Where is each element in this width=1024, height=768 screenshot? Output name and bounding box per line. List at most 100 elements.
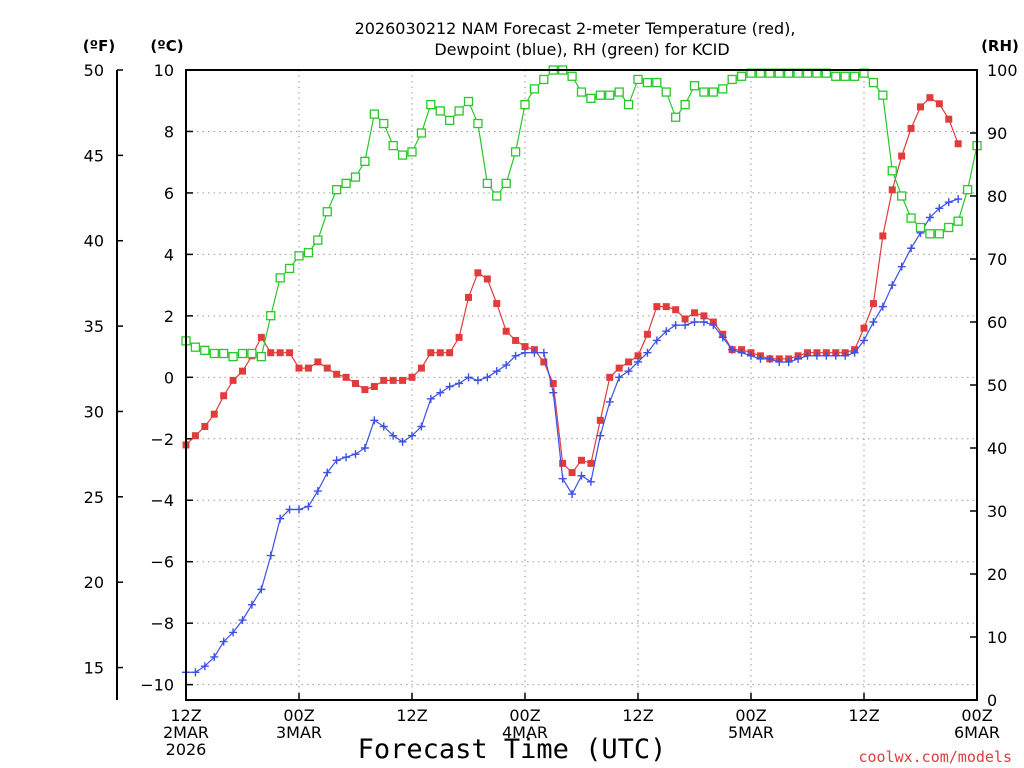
temperature-point [935,100,943,108]
dewpoint-point [257,585,266,594]
dewpoint-point [332,456,341,465]
temperature-point [427,349,435,357]
dewpoint-point [869,318,878,326]
dewpoint-point [436,388,445,397]
fahrenheit-tick-label: 20 [84,573,104,592]
rh-point [887,166,897,176]
rh-point [256,351,266,362]
rh-point [332,185,342,195]
rh-tick-label: 60 [987,313,1007,332]
temperature-point [691,309,698,317]
rh-point [689,81,700,91]
rh-point [303,248,314,258]
rh-point [520,100,530,110]
rh-point [219,348,229,359]
fahrenheit-tick-label: 50 [84,61,104,80]
rh-point [388,140,398,151]
rh-point [897,191,907,201]
rh-point [397,150,408,160]
rh-point [953,216,963,226]
time-tick-label: 00Z [961,706,992,725]
dewpoint-point [502,361,511,370]
celsius-tick-label: 6 [164,184,174,203]
temperature-point [361,386,369,394]
temperature-point [333,370,341,378]
temperature-point [191,432,199,440]
dewpoint-point [521,348,529,357]
temperature-point [540,358,548,366]
rh-point [567,71,577,81]
dewpoint-point [907,244,916,253]
dewpoint-point [191,668,200,677]
dewpoint-point [210,652,219,661]
rh-point [473,118,483,129]
rh-point [463,96,474,107]
temperature-point [512,336,520,344]
dewpoint-point [605,397,614,406]
temperature-point [493,300,501,308]
temperature-point [860,324,868,332]
dewpoint-point [473,376,482,385]
dewpoint-point [784,357,793,366]
temperature-point [286,349,294,357]
temperature-point [483,275,491,283]
rh-point [369,109,379,119]
rh-point [266,311,276,321]
celsius-tick-label: −6 [150,553,174,572]
rh-point [661,87,671,97]
rh-point [275,273,285,283]
dewpoint-point [765,354,774,363]
dewpoint-point [954,195,963,204]
temperature-point [229,376,237,384]
dewpoint-point [690,318,699,326]
rh-point [407,147,417,157]
rh-point [539,74,549,85]
dewpoint-point [313,487,322,496]
dewpoint-point [351,450,360,459]
rh-point [605,90,615,100]
temperature-point [888,186,896,194]
temperature-point [568,469,576,477]
rh-tick-label: 90 [987,124,1007,143]
rh-tick-label: 100 [987,61,1018,80]
rh-point [576,87,587,97]
time-tick-label: 12Z [622,706,653,725]
rh-point [492,191,502,201]
temperature-point [474,269,482,277]
rh-point [680,100,690,110]
celsius-tick-label: −8 [150,614,174,633]
rh-tick-label: 40 [987,439,1007,458]
rh-point [313,235,323,245]
temperature-point [239,367,246,375]
dewpoint-point [944,198,953,207]
rh-tick-label: 80 [987,187,1007,206]
rh-point [454,106,464,116]
rh-point [322,207,332,217]
rh-point [200,345,210,356]
rh-point [652,77,662,88]
temperature-point [465,293,472,301]
chart-title-line-2: Dewpoint (blue), RH (green) for KCID [434,40,729,59]
dewpoint-point [699,318,708,326]
temperature-point [879,232,887,240]
rh-point [435,106,445,116]
dewpoint-point [615,373,624,382]
temperature-point [700,312,708,320]
series-line [185,69,978,358]
dewpoint-point [558,474,567,483]
temperature-point [417,364,425,372]
rh-point [623,100,634,110]
series-layer [181,65,982,677]
time-tick-label: 00Z [509,706,540,725]
temperature-point [455,333,463,341]
rh-tick-label: 50 [987,376,1007,395]
temperature-point [408,373,416,381]
temperature-point [954,140,962,148]
dewpoint-point [878,302,887,311]
credit-text: coolwx.com/models [858,748,1012,766]
rh-point [849,71,860,81]
rh-point [501,178,511,189]
fahrenheit-tick-label: 40 [84,232,104,251]
rh-tick-label: 30 [987,502,1007,521]
temperature-point [869,300,877,308]
